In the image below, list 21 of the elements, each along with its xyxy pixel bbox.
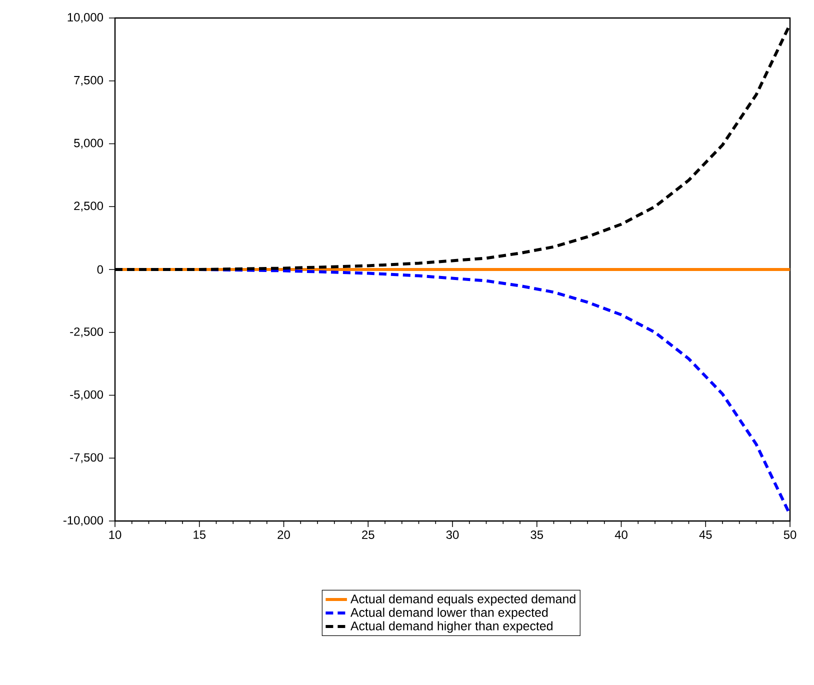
x-tick-label: 35 xyxy=(530,530,544,539)
x-tick-label: 10 xyxy=(109,530,122,539)
y-tick-label: -2,500 xyxy=(70,327,104,338)
x-tick-label: 45 xyxy=(699,530,712,539)
y-tick-label: 10,000 xyxy=(68,13,104,23)
x-tick-label: 30 xyxy=(446,530,459,539)
legend-label: Actual demand lower than expected xyxy=(350,608,548,620)
y-tick-label: 5,000 xyxy=(74,138,104,149)
legend-label: Actual demand equals expected demand xyxy=(350,594,576,606)
y-tick-label: -5,000 xyxy=(70,390,104,400)
y-tick-label: 2,500 xyxy=(74,202,104,212)
x-tick-label: 20 xyxy=(278,530,290,539)
x-tick-label: 40 xyxy=(614,530,628,539)
x-tick-label: 15 xyxy=(194,530,206,539)
x-tick-label: 50 xyxy=(784,530,796,539)
y-tick-label: -10,000 xyxy=(63,516,104,526)
y-tick-label: 7,500 xyxy=(74,76,104,86)
y-tick-label: 0 xyxy=(97,265,104,274)
y-tick-label: -7,500 xyxy=(70,453,104,464)
legend-label: Actual demand higher than expected xyxy=(350,621,552,633)
x-tick-label: 25 xyxy=(362,530,374,539)
